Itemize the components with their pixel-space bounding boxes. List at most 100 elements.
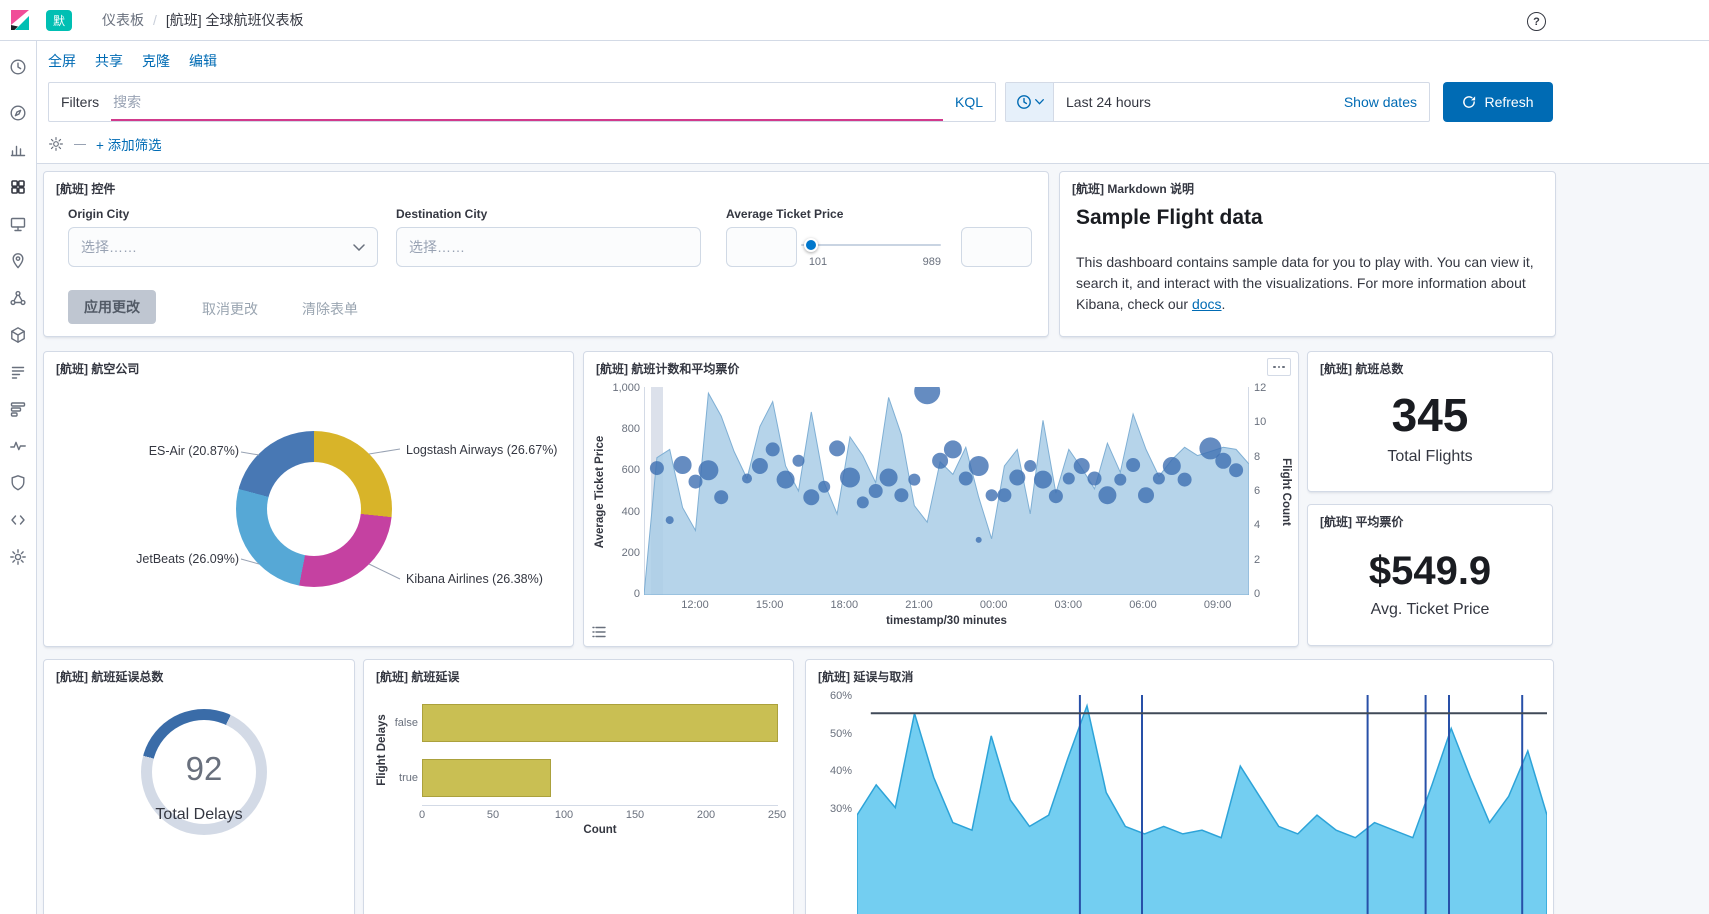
clear-form-button[interactable]: 清除表单 xyxy=(302,299,358,319)
destination-city-select[interactable]: 选择…… xyxy=(396,227,701,267)
compass-icon xyxy=(9,104,27,122)
panel-title[interactable]: [航班] 航班计数和平均票价 xyxy=(596,360,739,377)
panel-title[interactable]: [航班] 航班延误总数 xyxy=(56,668,163,685)
filter-bar: + 添加筛选 xyxy=(48,130,162,158)
sidebar-item-dashboard[interactable] xyxy=(8,177,28,197)
y-axis-tick: 0 xyxy=(634,588,640,600)
fullscreen-link[interactable]: 全屏 xyxy=(48,51,76,71)
x-axis-tick: 06:00 xyxy=(1129,599,1157,611)
add-filter-link[interactable]: + 添加筛选 xyxy=(96,134,162,154)
share-link[interactable]: 共享 xyxy=(95,51,123,71)
panel-title[interactable]: [航班] 平均票价 xyxy=(1320,513,1403,530)
filter-divider xyxy=(74,144,86,145)
panel-options-icon[interactable] xyxy=(1267,358,1291,376)
price-max-input[interactable] xyxy=(961,227,1032,267)
sidebar-item-discover[interactable] xyxy=(8,103,28,123)
price-slider-handle[interactable] xyxy=(804,238,818,252)
panel-total-flights: [航班] 航班总数 345 Total Flights xyxy=(1307,351,1553,492)
y-axis-ticks-right: 121086420 xyxy=(1254,382,1276,600)
breadcrumb-separator: / xyxy=(153,12,157,28)
origin-city-select[interactable]: 选择…… xyxy=(68,227,378,267)
show-dates-button[interactable]: Show dates xyxy=(1344,83,1429,121)
y-axis-tick: 1,000 xyxy=(612,382,640,394)
ml-nodes-icon xyxy=(9,289,27,307)
price-min-input[interactable] xyxy=(726,227,797,267)
sidebar-item-apm[interactable] xyxy=(8,399,28,419)
app-sidebar xyxy=(0,41,37,914)
y-axis-tick: 800 xyxy=(622,423,640,435)
docs-link[interactable]: docs xyxy=(1192,296,1222,312)
space-badge[interactable]: 默 xyxy=(46,10,72,31)
panel-title[interactable]: [航班] 航空公司 xyxy=(56,360,139,377)
header-chrome: 全屏 共享 克隆 编辑 Filters KQL Last 24 hours Sh… xyxy=(37,41,1709,164)
panel-title[interactable]: [航班] 控件 xyxy=(56,180,115,197)
kibana-logo[interactable] xyxy=(9,9,31,31)
apm-bars-icon xyxy=(9,400,27,418)
time-range-value[interactable]: Last 24 hours xyxy=(1054,83,1344,121)
refresh-label: Refresh xyxy=(1484,94,1533,110)
donut-label-jetbeats[interactable]: JetBeats (26.09%) xyxy=(84,552,239,566)
sidebar-item-dev-tools[interactable] xyxy=(8,510,28,530)
donut-label-kibana-airlines[interactable]: Kibana Airlines (26.38%) xyxy=(406,572,543,586)
refresh-button[interactable]: Refresh xyxy=(1443,82,1553,122)
donut-label-logstash[interactable]: Logstash Airways (26.67%) xyxy=(406,443,557,457)
dashboard-menu: 全屏 共享 克隆 编辑 xyxy=(48,41,217,81)
clone-link[interactable]: 克隆 xyxy=(142,51,170,71)
top-bar: 默 仪表板 / [航班] 全球航班仪表板 ? xyxy=(0,0,1709,41)
kql-button[interactable]: KQL xyxy=(943,83,995,121)
y-axis-title-right: Flight Count xyxy=(1280,458,1292,526)
donut-label-es-air[interactable]: ES-Air (20.87%) xyxy=(84,444,239,458)
time-picker-quick-button[interactable] xyxy=(1006,83,1054,121)
sidebar-item-maps[interactable] xyxy=(8,251,28,271)
sidebar-item-machine-learning[interactable] xyxy=(8,288,28,308)
y-axis-tick: 8 xyxy=(1254,451,1276,463)
sidebar-item-uptime[interactable] xyxy=(8,436,28,456)
legend-toggle-icon[interactable] xyxy=(592,626,606,638)
flight-count-chart[interactable] xyxy=(644,387,1249,595)
sidebar-item-logs[interactable] xyxy=(8,362,28,382)
y-axis-tick: 10 xyxy=(1254,416,1276,428)
filters-button[interactable]: Filters xyxy=(49,83,111,121)
panel-title[interactable]: [航班] 延误与取消 xyxy=(818,668,913,685)
sidebar-item-siem[interactable] xyxy=(8,473,28,493)
x-axis-tick: 0 xyxy=(419,809,425,821)
sidebar-item-metrics[interactable] xyxy=(8,325,28,345)
search-input-wrap xyxy=(111,83,943,121)
panel-markdown: [航班] Markdown 说明 Sample Flight data This… xyxy=(1059,171,1556,337)
avg-price-value: $549.9 xyxy=(1308,549,1552,594)
sid ebar-item-management[interactable] xyxy=(8,547,28,567)
panel-title[interactable]: [航班] 航班总数 xyxy=(1320,360,1403,377)
flight-delays-chart[interactable]: falsetrue050100150200250 xyxy=(364,660,793,914)
panel-carriers: [航班] 航空公司 ES-Air (20.87%) Logstash Airwa… xyxy=(43,351,574,647)
bar-category-label: true xyxy=(372,772,418,784)
x-axis-title: Count xyxy=(422,824,778,836)
panel-title[interactable]: [航班] Markdown 说明 xyxy=(1072,180,1194,197)
search-input[interactable] xyxy=(111,93,943,111)
carrier-donut-chart[interactable] xyxy=(236,431,392,587)
clock-icon xyxy=(1016,94,1032,110)
x-axis-tick: 09:00 xyxy=(1204,599,1232,611)
sidebar-item-recently-viewed[interactable] xyxy=(8,57,28,77)
edit-link[interactable]: 编辑 xyxy=(189,51,217,71)
chevron-down-icon xyxy=(353,244,365,251)
price-range-slider[interactable] xyxy=(801,244,941,246)
cancel-changes-button[interactable]: 取消更改 xyxy=(202,299,258,319)
destination-city-label: Destination City xyxy=(396,207,487,221)
code-brackets-icon xyxy=(9,511,27,529)
sidebar-item-canvas[interactable] xyxy=(8,214,28,234)
map-pin-icon xyxy=(9,252,27,270)
delay-bar[interactable] xyxy=(422,759,551,797)
panel-avg-price: [航班] 平均票价 $549.9 Avg. Ticket Price xyxy=(1307,504,1553,646)
breadcrumb-dashboards[interactable]: 仪表板 xyxy=(102,10,144,30)
panel-controls: [航班] 控件 Origin City 选择…… Destination Cit… xyxy=(43,171,1049,337)
apply-changes-button[interactable]: 应用更改 xyxy=(68,290,156,324)
help-icon[interactable]: ? xyxy=(1527,12,1546,31)
delay-bar[interactable] xyxy=(422,704,778,742)
y-axis-tick: 400 xyxy=(622,506,640,518)
y-axis-tick: 200 xyxy=(622,547,640,559)
delays-cancel-chart[interactable] xyxy=(857,695,1547,914)
filter-settings-gear-icon[interactable] xyxy=(48,136,64,152)
y-axis-tick: 30% xyxy=(814,803,852,815)
sidebar-item-visualize[interactable] xyxy=(8,140,28,160)
logs-lines-icon xyxy=(9,363,27,381)
